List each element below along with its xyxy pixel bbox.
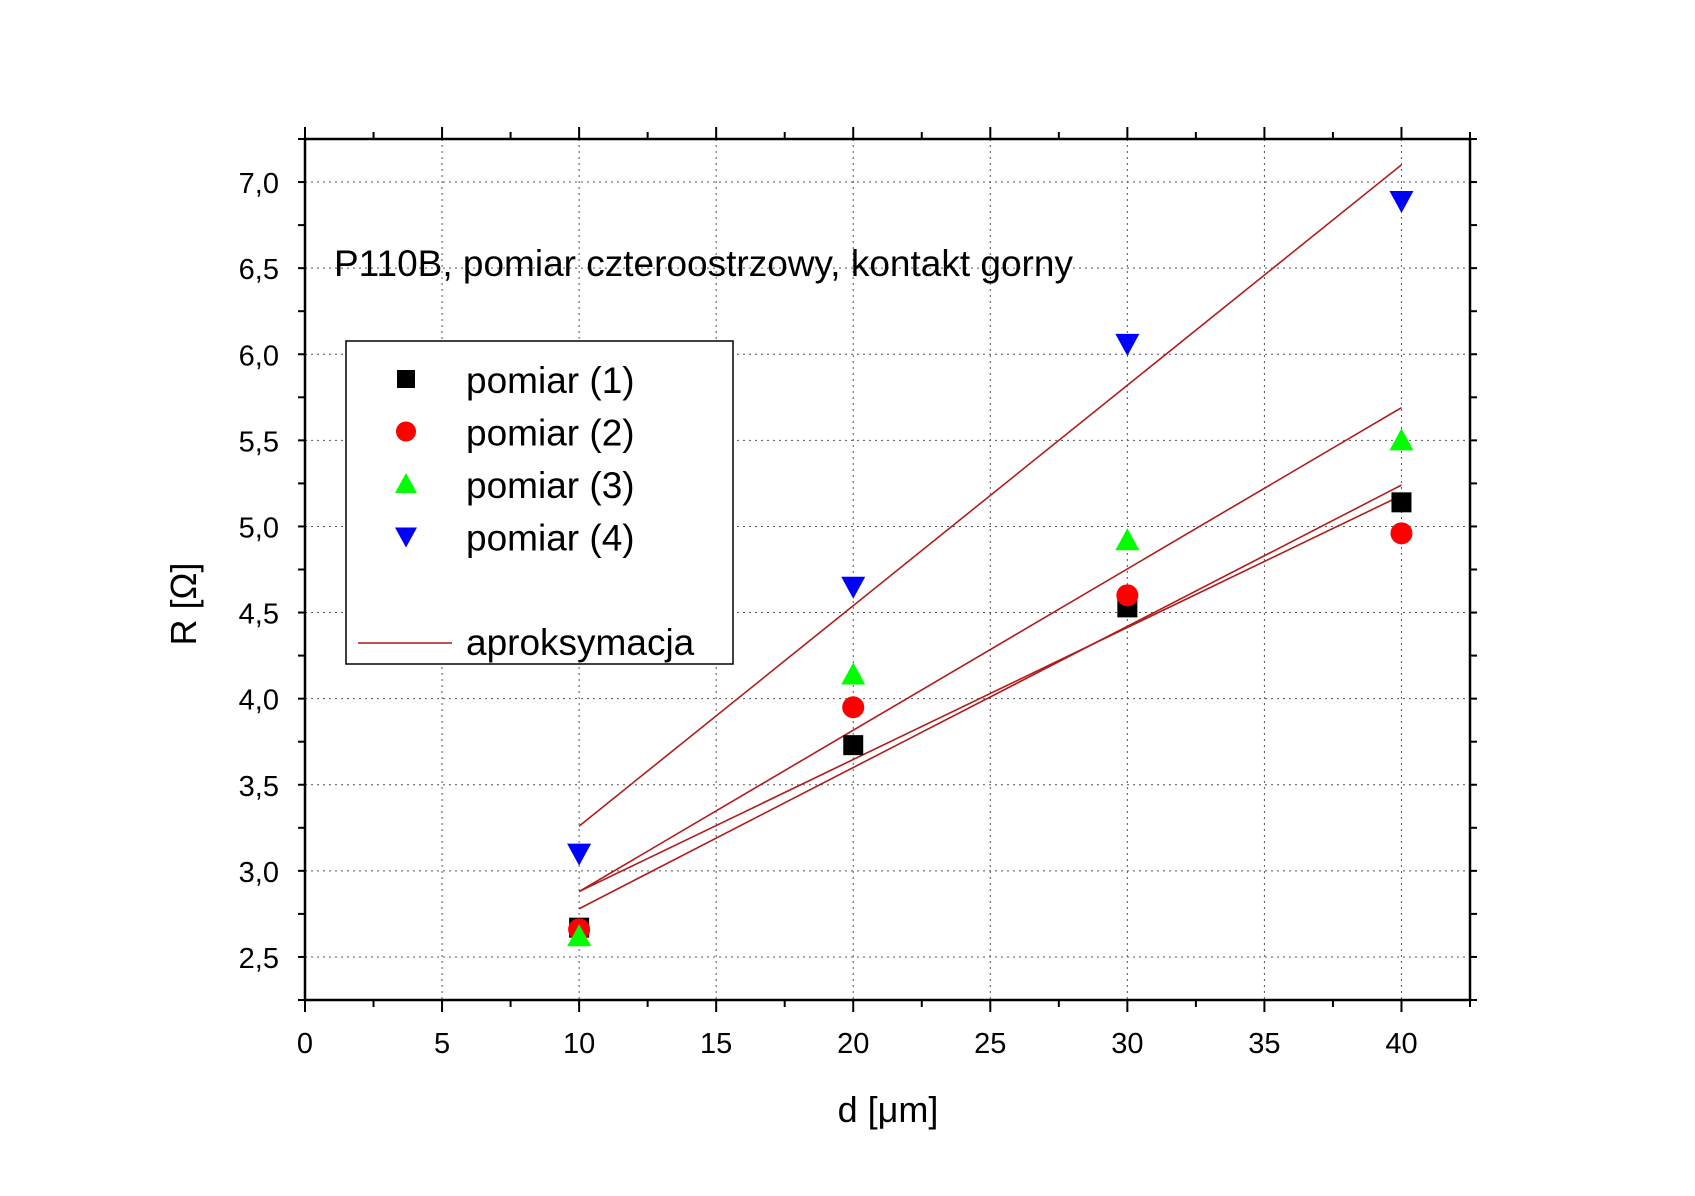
x-tick-label: 25	[974, 1028, 1006, 1060]
y-tick-label: 3,0	[239, 857, 279, 889]
data-point-series-3	[567, 924, 592, 947]
legend-marker-series-3	[395, 473, 417, 493]
data-point-series-4	[1389, 190, 1414, 213]
legend-marker-series-4	[395, 527, 417, 548]
legend-label-series-3: pomiar (3)	[466, 465, 635, 506]
data-point-series-4	[1115, 333, 1140, 356]
data-point-series-1	[843, 735, 864, 756]
legend-box	[345, 340, 734, 665]
legend: pomiar (1) pomiar (2) pomiar (3) pomiar (4)…	[345, 340, 734, 665]
legend-label-fit: aproksymacja	[466, 622, 695, 663]
y-tick-label: 5,5	[239, 426, 279, 458]
legend-label-series-1: pomiar (1)	[466, 360, 635, 401]
fit-line-series-3	[578, 406, 1402, 893]
x-tick-label: 5	[434, 1028, 450, 1060]
chart-annotation: P110B, pomiar czteroostrzowy, kontakt go…	[334, 243, 1073, 284]
fit-line-series-4	[578, 164, 1402, 827]
grid	[305, 139, 1470, 1000]
y-tick-label: 7,0	[239, 168, 279, 200]
y-tick-label: 5,0	[239, 512, 279, 544]
data-point-series-3	[1115, 528, 1140, 551]
x-tick-label: 0	[297, 1028, 313, 1060]
legend-label-series-2: pomiar (2)	[466, 413, 635, 454]
x-tick-label: 30	[1111, 1028, 1143, 1060]
data-point-series-2	[1390, 522, 1413, 545]
y-tick-label: 2,5	[239, 943, 279, 975]
legend-label-series-4: pomiar (4)	[466, 518, 635, 559]
fit-line-series-2	[578, 484, 1402, 910]
legend-marker-series-1	[397, 370, 415, 388]
y-tick-label: 4,0	[239, 685, 279, 717]
y-tick-label: 6,0	[239, 340, 279, 372]
y-tick-label: 6,5	[239, 254, 279, 286]
legend-marker-series-2	[396, 421, 416, 442]
axis-ticks: 0 5 10 15 20 25 30 35 40 2,5 3,0 3,5 4,0 4,5 5,0 5,5 6,0…	[239, 127, 1477, 1060]
data-point-series-1	[1391, 492, 1412, 513]
data-point-series-2	[1116, 584, 1139, 607]
data-point-series-2	[842, 696, 865, 719]
fit-lines	[578, 164, 1402, 910]
data-points	[567, 190, 1414, 947]
x-tick-label: 40	[1385, 1028, 1417, 1060]
y-axis-title: R [Ω]	[163, 563, 204, 646]
data-point-series-3	[1389, 428, 1414, 451]
fit-line-series-1	[578, 494, 1402, 893]
y-tick-label: 4,5	[239, 599, 279, 631]
x-axis-title: d [μm]	[838, 1089, 939, 1130]
x-tick-label: 15	[700, 1028, 732, 1060]
y-tick-label: 3,5	[239, 771, 279, 803]
x-tick-label: 35	[1248, 1028, 1280, 1060]
x-tick-label: 20	[837, 1028, 869, 1060]
data-point-series-4	[841, 576, 866, 599]
x-tick-label: 10	[563, 1028, 595, 1060]
data-point-series-3	[841, 662, 866, 685]
data-point-series-4	[567, 843, 592, 866]
